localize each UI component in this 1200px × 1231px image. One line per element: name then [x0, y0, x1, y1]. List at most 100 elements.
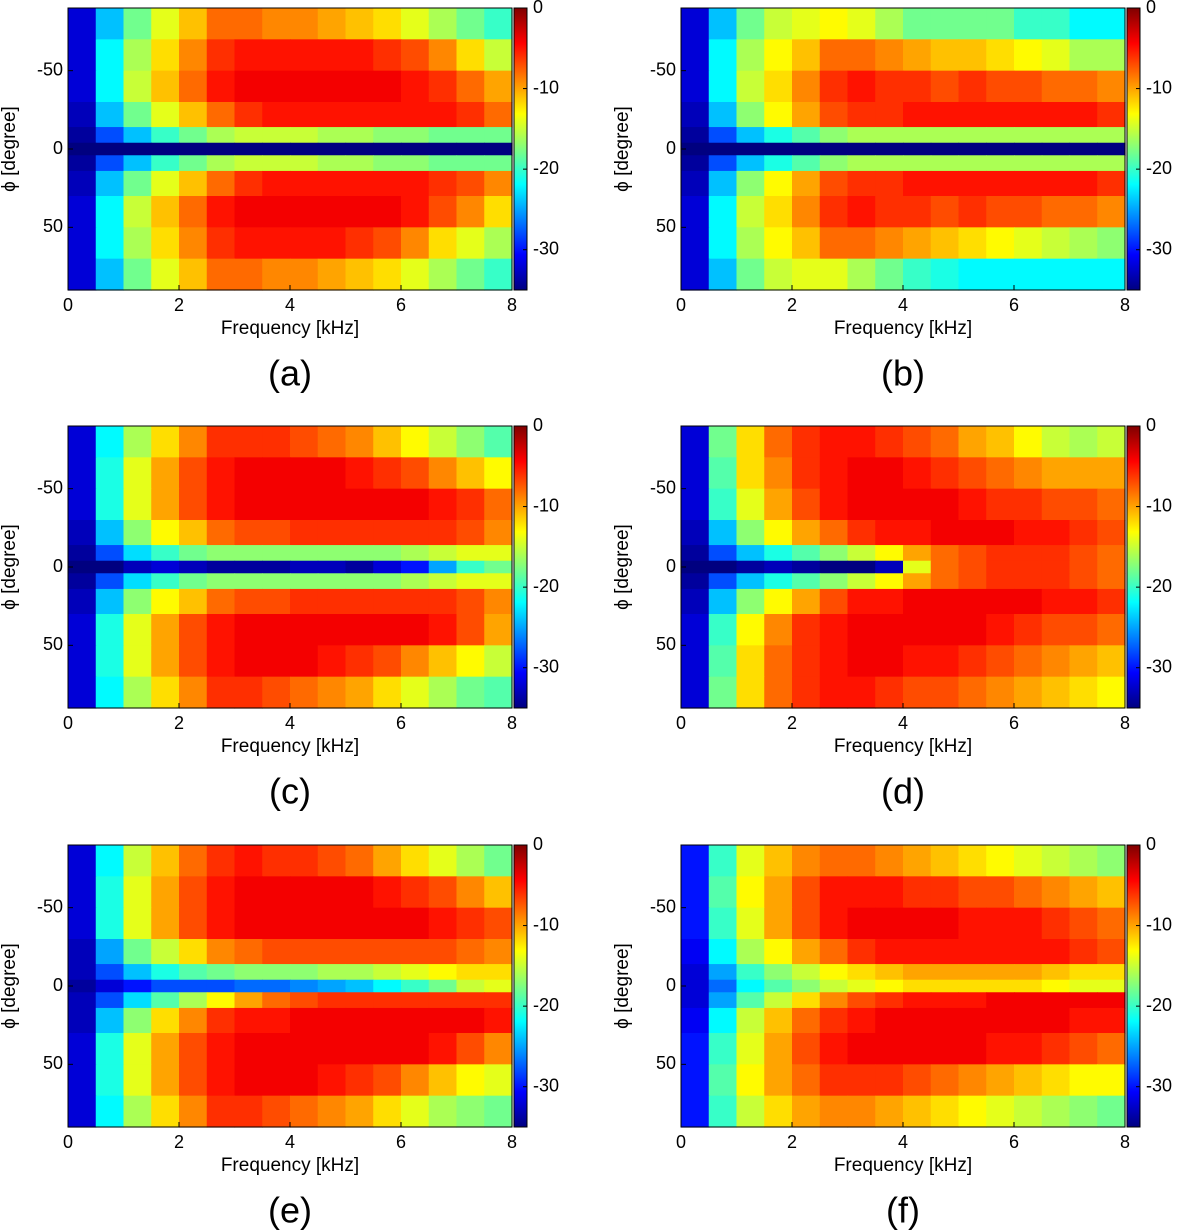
heatmap-cell	[681, 876, 710, 909]
heatmap-cell	[317, 1007, 347, 1034]
heatmap-cell	[345, 907, 374, 940]
colorbar-tick-label: -20	[1146, 158, 1172, 178]
heatmap-cell	[151, 70, 180, 103]
heatmap-cell	[262, 939, 291, 965]
heatmap-cell	[95, 520, 125, 546]
heatmap-cell	[484, 560, 513, 574]
x-axis-title: Frequency [kHz]	[221, 318, 359, 339]
heatmap-cell	[95, 170, 125, 197]
heatmap-cell	[456, 545, 485, 562]
heatmap-cell	[930, 992, 960, 1009]
heatmap-cell	[206, 196, 236, 228]
heatmap-cell	[1069, 102, 1098, 128]
heatmap-cell	[151, 560, 180, 574]
heatmap-cell	[708, 127, 738, 144]
heatmap-cell	[847, 845, 876, 877]
heatmap-cell	[930, 39, 960, 72]
heatmap-cell	[290, 588, 319, 615]
heatmap-cell	[290, 992, 319, 1009]
heatmap-cell	[958, 39, 987, 72]
x-tick-label: 2	[787, 1132, 797, 1152]
heatmap-cell	[68, 227, 97, 260]
heatmap-cell	[1041, 1095, 1071, 1128]
heatmap-cell	[1014, 876, 1043, 909]
x-tick-label: 8	[1120, 295, 1130, 315]
heatmap-cell	[151, 39, 180, 72]
heatmap-cell	[736, 127, 765, 144]
heatmap-cell	[681, 645, 710, 678]
heatmap-cell	[681, 573, 710, 590]
heatmap-cell	[456, 227, 485, 260]
heatmap-cell	[681, 992, 710, 1009]
heatmap-cell	[179, 845, 208, 877]
heatmap-cell	[428, 545, 458, 562]
y-tick-label: -50	[650, 896, 676, 916]
heatmap-cell	[179, 614, 208, 646]
heatmap-cell	[234, 142, 263, 156]
heatmap-cell	[1014, 560, 1043, 574]
heatmap-cell	[1069, 876, 1098, 909]
heatmap-cell	[930, 979, 960, 993]
y-tick-label: -50	[650, 59, 676, 79]
heatmap-cell	[875, 8, 904, 40]
heatmap-cell	[681, 1095, 710, 1128]
heatmap-cell	[958, 1064, 987, 1097]
heatmap-cell	[847, 457, 876, 490]
heatmap-cell	[484, 614, 513, 646]
heatmap-cell	[206, 70, 236, 103]
heatmap-cell	[123, 907, 152, 940]
heatmap-cell	[903, 964, 932, 981]
heatmap-cell	[930, 588, 960, 615]
heatmap-cell	[123, 457, 152, 490]
heatmap-cell	[428, 979, 458, 993]
heatmap-cell	[262, 845, 291, 877]
heatmap-cell	[958, 142, 987, 156]
heatmap-cell	[1014, 845, 1043, 877]
heatmap-cell	[151, 1064, 180, 1097]
heatmap-cell	[930, 102, 960, 128]
x-tick-label: 8	[1120, 713, 1130, 733]
heatmap-cell	[179, 907, 208, 940]
heatmap-cell	[317, 520, 347, 546]
heatmap-cell	[1069, 70, 1098, 103]
heatmap-cell	[317, 573, 347, 590]
heatmap-cell	[262, 426, 291, 458]
heatmap-cell	[708, 8, 738, 40]
heatmap-cell	[847, 39, 876, 72]
heatmap-cell	[930, 227, 960, 260]
heatmap-cell	[1041, 457, 1071, 490]
heatmap-cell	[986, 102, 1015, 128]
x-tick-label: 4	[898, 1132, 908, 1152]
heatmap-cell	[819, 8, 849, 40]
heatmap-cell	[345, 8, 374, 40]
heatmap-cell	[206, 676, 236, 709]
heatmap-cell	[95, 127, 125, 144]
heatmap-cell	[262, 907, 291, 940]
heatmap-cell	[986, 39, 1015, 72]
heatmap-cell	[484, 102, 513, 128]
heatmap-cell	[736, 70, 765, 103]
heatmap-cell	[1097, 520, 1126, 546]
heatmap-cell	[484, 227, 513, 260]
colorbar-tick-label: -30	[533, 1075, 559, 1095]
heatmap-cell	[262, 573, 291, 590]
heatmap-cell	[986, 545, 1015, 562]
heatmap-cell	[847, 876, 876, 909]
heatmap-cell	[345, 196, 374, 228]
x-tick-label: 8	[507, 713, 517, 733]
heatmap-cell	[819, 426, 849, 458]
heatmap-cell	[428, 457, 458, 490]
heatmap-cell	[903, 155, 932, 172]
heatmap-cell	[317, 676, 347, 709]
heatmap-cell	[1097, 70, 1126, 103]
x-axis-title: Frequency [kHz]	[221, 736, 359, 757]
heatmap-cell	[428, 1095, 458, 1128]
heatmap-cell	[373, 127, 402, 144]
heatmap-cell	[123, 426, 152, 458]
x-tick-label: 4	[285, 1132, 295, 1152]
heatmap-cell	[345, 142, 374, 156]
heatmap-cell	[290, 102, 319, 128]
x-tick-label: 4	[898, 713, 908, 733]
heatmap-cell	[792, 1064, 821, 1097]
x-tick-label: 0	[63, 295, 73, 315]
